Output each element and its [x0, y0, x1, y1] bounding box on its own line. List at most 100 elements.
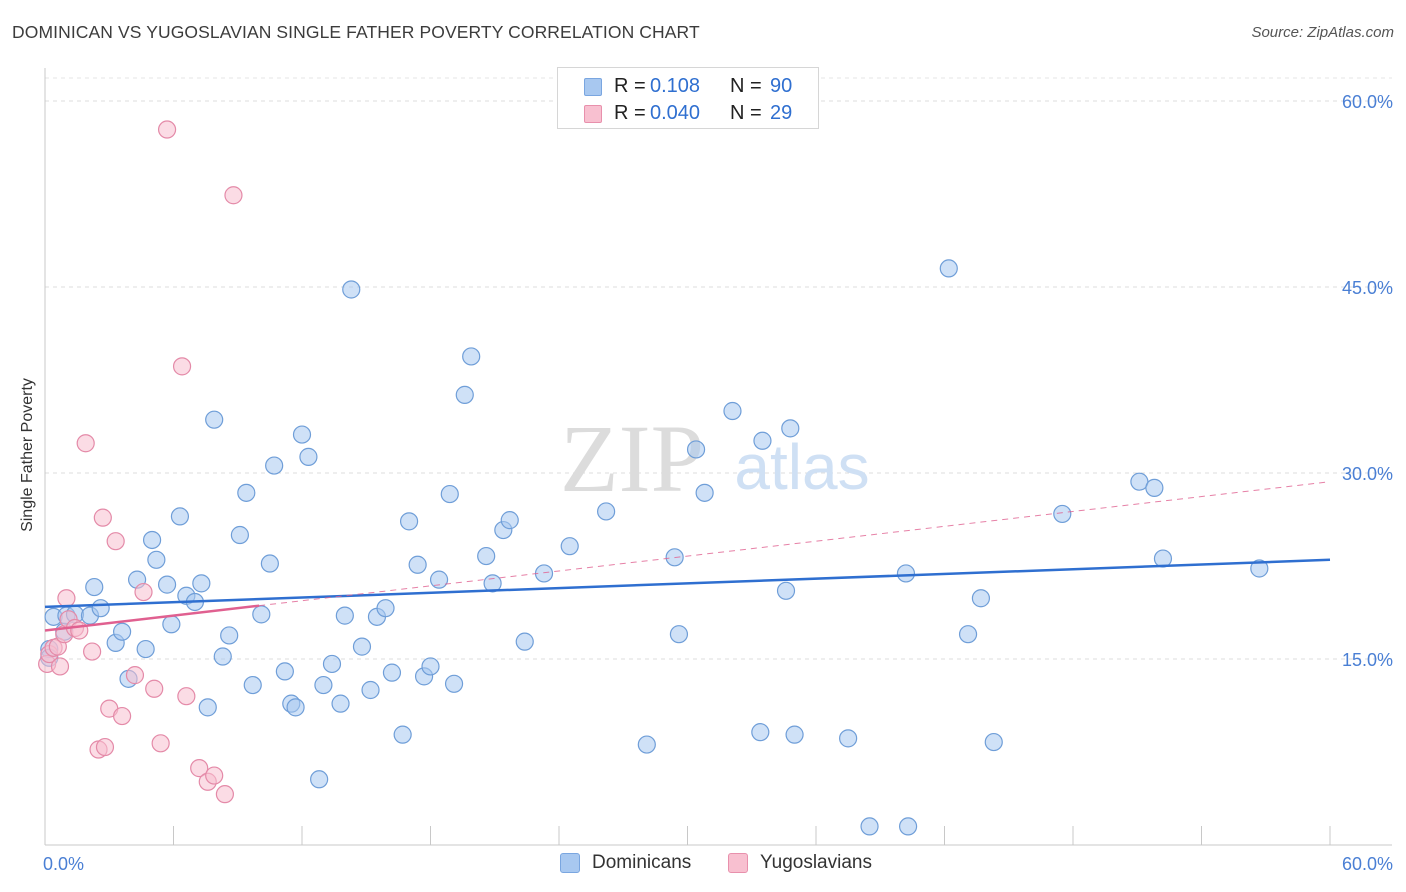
axes — [44, 68, 1392, 846]
dominican-point — [785, 725, 804, 744]
dominican-point — [230, 525, 249, 545]
dominican-point — [299, 447, 318, 466]
legend-r-label: R = — [614, 102, 646, 124]
yugoslavian-point — [134, 582, 153, 602]
yugoslavian-point — [93, 508, 112, 527]
dominican-point — [723, 401, 742, 421]
dominican-point — [265, 456, 284, 475]
dominican-point — [147, 550, 166, 569]
dominican-point — [342, 280, 361, 299]
yugoslavian-point — [83, 642, 102, 661]
dominican-point — [515, 632, 534, 651]
yugoslavian-point — [70, 621, 89, 640]
dominican-point — [314, 675, 333, 695]
dominican-point — [408, 555, 427, 574]
legend-n-label: N = — [730, 102, 762, 124]
dominican-point — [637, 735, 656, 754]
yugoslavian-trend-line — [44, 604, 260, 632]
dominican-point — [477, 546, 496, 566]
dominican-point — [286, 698, 305, 717]
dominican-point — [695, 483, 714, 502]
dominican-point — [776, 581, 796, 600]
dominican-point — [136, 639, 155, 659]
dominican-point — [860, 817, 879, 836]
dominican-point — [597, 502, 616, 521]
dominican-point — [331, 694, 350, 713]
yugoslavian-point — [145, 679, 164, 698]
dominican-point — [751, 723, 770, 742]
dominican-point — [669, 625, 689, 644]
legend-r-value: 0.108 — [650, 75, 701, 97]
dominican-point — [1145, 478, 1164, 497]
yugoslavian-point — [76, 434, 95, 453]
legend-r-label: R = — [614, 75, 646, 97]
dominican-point — [157, 575, 177, 594]
dominican-point — [91, 599, 110, 618]
dominican-point — [310, 770, 329, 789]
yugoslavian-point — [106, 532, 125, 551]
yugoslavian-point — [151, 734, 170, 753]
legend-label-yugoslavians: Yugoslavians — [760, 852, 872, 873]
yugoslavian-point — [95, 737, 115, 757]
dominican-point — [292, 425, 312, 444]
dominican-point — [483, 574, 502, 593]
trend-line-extended — [259, 481, 1331, 607]
legend-n-value: 29 — [770, 102, 793, 124]
yugoslavian-point — [224, 186, 243, 205]
dominican-point — [382, 663, 402, 682]
y-tick-label: 60.0% — [1342, 92, 1393, 112]
legend-swatch-dominicans — [584, 78, 602, 96]
chart-title: DOMINICAN VS YUGOSLAVIAN SINGLE FATHER P… — [12, 22, 700, 42]
legend-swatch-dominicans — [560, 853, 580, 873]
dominican-point — [260, 554, 279, 573]
dominican-point — [444, 674, 464, 693]
dominican-point — [560, 537, 579, 556]
legend-r-value: 0.040 — [650, 102, 701, 124]
dominican-point — [939, 259, 958, 278]
dominican-point — [205, 410, 224, 429]
yugoslavians-points — [38, 120, 243, 804]
dominican-point — [220, 626, 239, 645]
dominican-point — [686, 440, 706, 459]
yugoslavian-point — [190, 759, 209, 778]
x-tick-label: 0.0% — [43, 854, 84, 874]
dominican-point — [399, 512, 419, 531]
yugoslavian-point — [112, 706, 132, 726]
dominican-point — [213, 647, 232, 666]
yugoslavian-point — [205, 766, 224, 785]
dominican-point — [361, 680, 380, 700]
yugoslavian-point — [172, 357, 192, 376]
dominican-point — [500, 511, 519, 530]
watermark-zip: ZIP — [560, 405, 704, 512]
dominican-point — [462, 347, 481, 366]
y-tick-label: 15.0% — [1342, 650, 1393, 670]
dominican-point — [352, 637, 372, 656]
dominican-point — [984, 732, 1003, 752]
y-tick-label: 30.0% — [1342, 464, 1393, 484]
dominican-point — [781, 419, 800, 438]
watermark: ZIP atlas — [560, 405, 870, 512]
dominican-point — [896, 564, 916, 583]
dominican-point — [192, 574, 211, 593]
dominican-point — [455, 385, 474, 404]
yugoslavian-point — [57, 589, 76, 608]
dominican-point — [275, 662, 294, 681]
dominican-point — [243, 675, 262, 695]
dominican-point — [898, 817, 918, 836]
dominican-point — [198, 698, 217, 717]
yugoslavian-point — [157, 120, 177, 139]
yugoslavian-point — [177, 687, 196, 706]
dominican-point — [162, 615, 181, 634]
dominican-point — [440, 484, 459, 504]
yugoslavian-point — [125, 666, 145, 685]
legend-swatch-yugoslavians — [584, 105, 602, 123]
correlation-legend: R = 0.108 N = 90 R = 0.040 N = 29 — [557, 67, 819, 129]
dominican-trend-line — [44, 558, 1331, 609]
chart-source: Source: ZipAtlas.com — [1251, 24, 1394, 41]
dominican-point — [839, 729, 858, 748]
yugoslavian-point — [50, 657, 70, 676]
y-tick-label: 45.0% — [1342, 278, 1393, 298]
x-tick-label: 60.0% — [1342, 854, 1393, 874]
legend-n-value: 90 — [770, 75, 793, 97]
dominican-point — [112, 622, 132, 641]
